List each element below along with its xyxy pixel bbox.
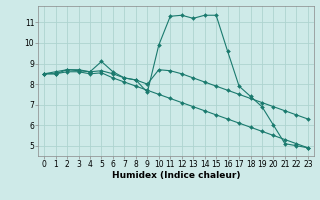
X-axis label: Humidex (Indice chaleur): Humidex (Indice chaleur) bbox=[112, 171, 240, 180]
